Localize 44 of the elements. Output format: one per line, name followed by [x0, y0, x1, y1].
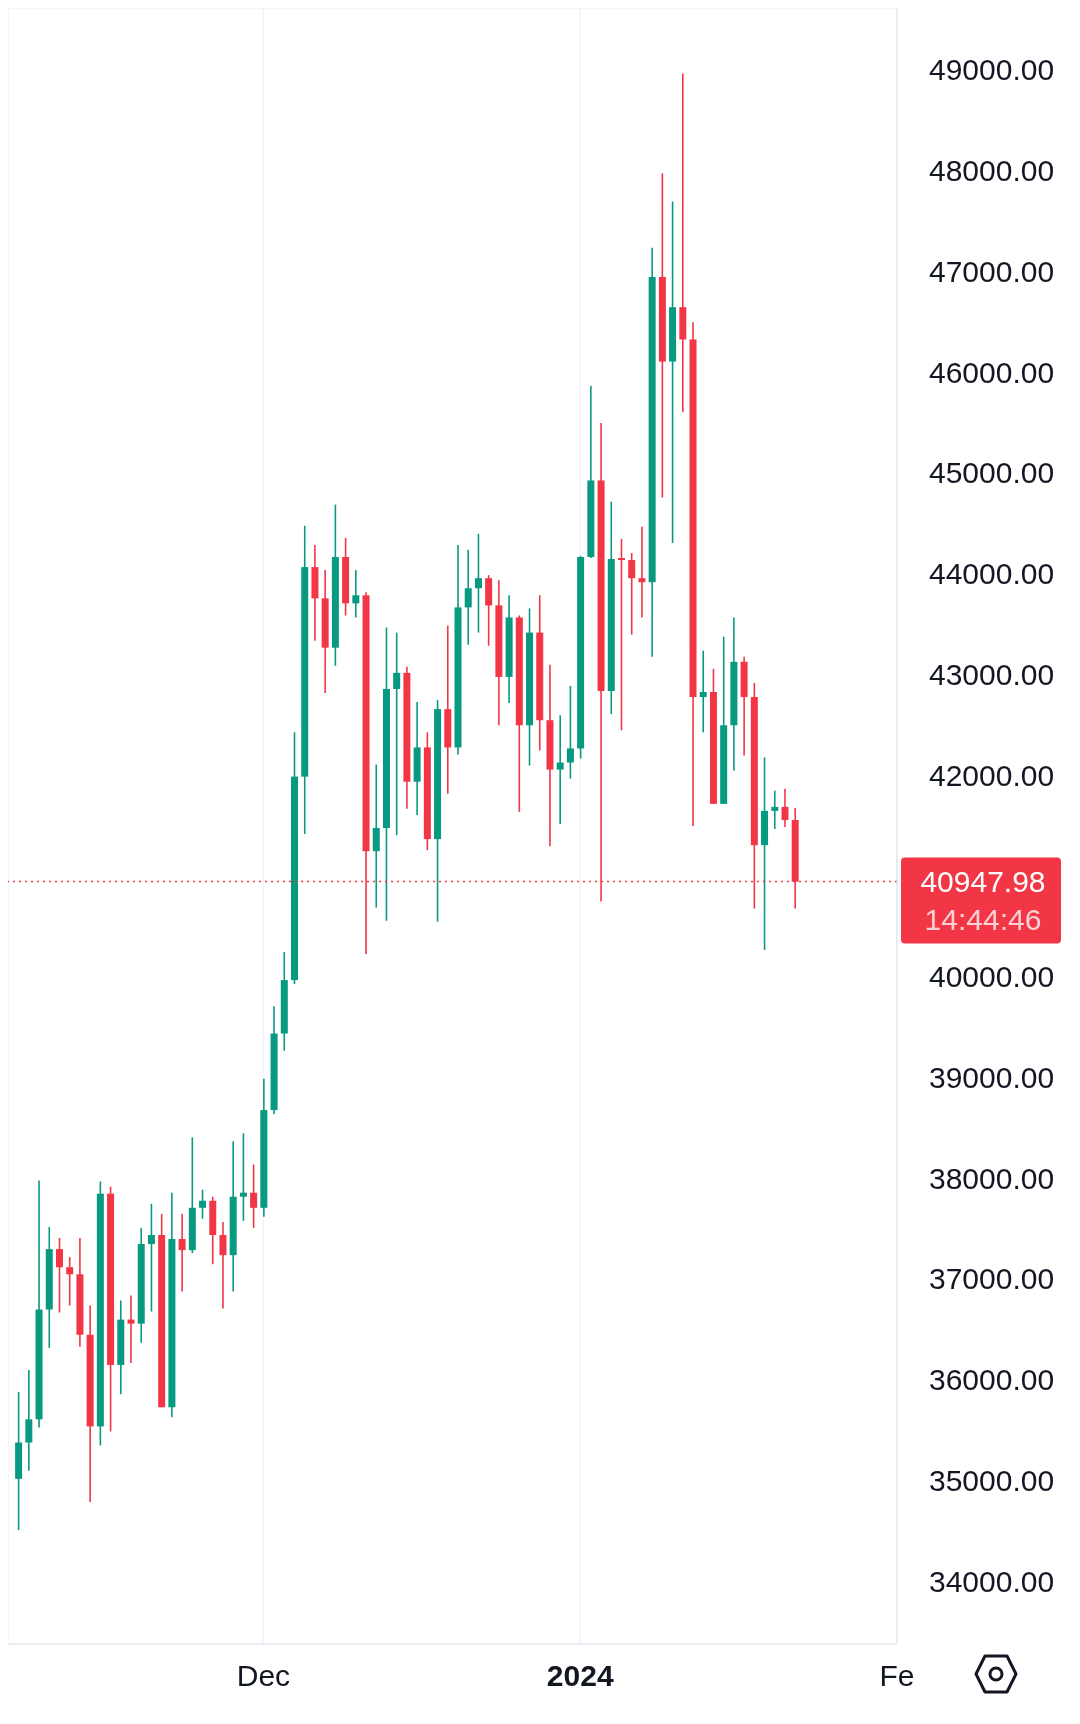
x-tick-label: Fe: [879, 1659, 915, 1692]
candlestick: [352, 569, 360, 619]
candlestick: [699, 649, 707, 734]
y-tick-label: 42000.00: [929, 758, 1055, 792]
candlestick: [566, 685, 574, 780]
y-tick-label: 40000.00: [929, 960, 1055, 994]
candlestick: [771, 789, 779, 830]
candlestick: [199, 1188, 207, 1220]
y-tick-label: 43000.00: [929, 657, 1055, 691]
candlestick: [638, 526, 646, 619]
candlestick: [464, 549, 472, 646]
y-tick-label: 35000.00: [929, 1463, 1055, 1497]
y-tick-label: 38000.00: [929, 1161, 1055, 1195]
y-tick-label: 34000.00: [929, 1564, 1055, 1598]
y-tick-label: 39000.00: [929, 1060, 1055, 1094]
candlestick: [556, 714, 564, 825]
y-tick-label: 46000.00: [929, 355, 1055, 389]
candlestick: [178, 1213, 186, 1293]
x-tick-label: 2024: [546, 1659, 614, 1692]
candlestick: [781, 787, 789, 828]
y-tick-label: 37000.00: [929, 1262, 1055, 1296]
y-tick-label: 49000.00: [929, 53, 1055, 87]
y-tick-label: 45000.00: [929, 456, 1055, 490]
text: 14:44:46: [924, 902, 1042, 936]
y-tick-label: 44000.00: [929, 557, 1055, 591]
candlestick: [219, 1221, 227, 1310]
x-tick-label: Dec: [236, 1659, 291, 1692]
y-tick-label: 36000.00: [929, 1363, 1055, 1397]
candlestick: [127, 1294, 135, 1364]
candlestick: [679, 72, 687, 413]
candlestick: [474, 533, 482, 634]
candlestick: [250, 1163, 258, 1229]
candlestick: [628, 552, 636, 636]
y-tick-label: 48000.00: [929, 154, 1055, 188]
candlestick: [393, 631, 401, 836]
candlestick: [239, 1132, 247, 1222]
candlestick: [66, 1256, 74, 1307]
ref-line-label: 40947.98: [920, 864, 1046, 898]
candlestick: [147, 1202, 155, 1313]
candlestick: [372, 763, 380, 909]
candlestick: [25, 1369, 33, 1472]
candlestick: [55, 1237, 63, 1314]
candlestick: [617, 538, 625, 732]
y-tick-label: 47000.00: [929, 254, 1055, 288]
